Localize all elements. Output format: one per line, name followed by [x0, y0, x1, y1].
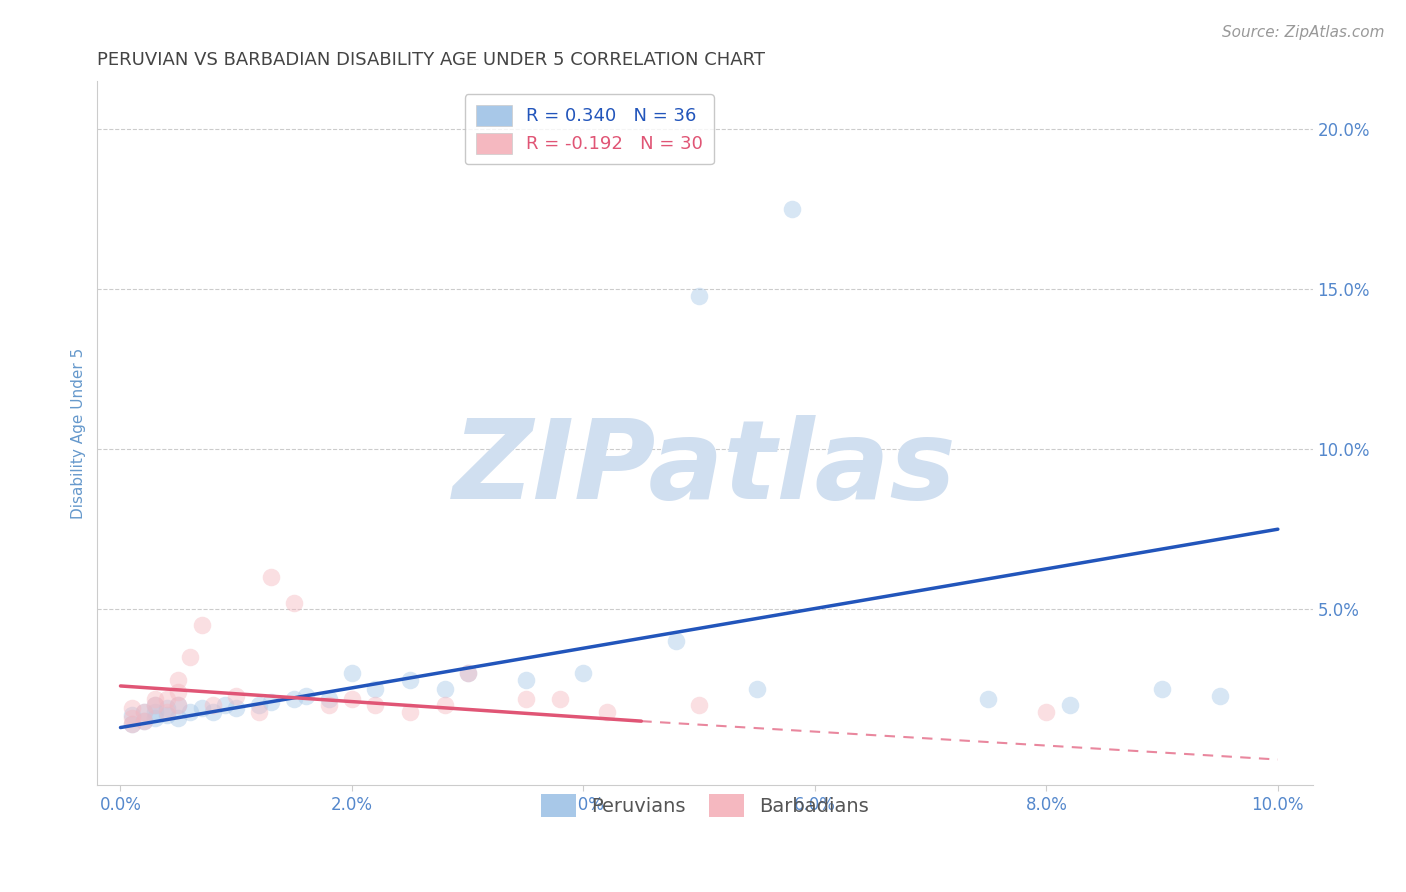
Point [143, 705, 166, 719]
Point [121, 717, 143, 731]
Legend: Peruvians, Barbadians: Peruvians, Barbadians [533, 787, 877, 825]
Point [143, 691, 166, 706]
Point [515, 691, 537, 706]
Point [1035, 705, 1057, 719]
Point [688, 288, 710, 302]
Point [457, 666, 479, 681]
Text: PERUVIAN VS BARBADIAN DISABILITY AGE UNDER 5 CORRELATION CHART: PERUVIAN VS BARBADIAN DISABILITY AGE UND… [97, 51, 765, 69]
Point [283, 691, 305, 706]
Point [340, 691, 363, 706]
Point [167, 698, 190, 713]
Point [156, 705, 179, 719]
Point [1209, 689, 1232, 703]
Point [247, 698, 270, 713]
Point [179, 650, 201, 665]
Point [225, 689, 247, 703]
Point [167, 698, 190, 713]
Point [688, 698, 710, 713]
Point [121, 707, 143, 722]
Point [132, 705, 155, 719]
Point [364, 682, 387, 697]
Point [318, 698, 340, 713]
Point [121, 711, 143, 725]
Point [515, 673, 537, 687]
Point [398, 673, 420, 687]
Point [143, 711, 166, 725]
Point [225, 701, 247, 715]
Point [121, 717, 143, 731]
Point [457, 666, 479, 681]
Point [167, 711, 190, 725]
Point [572, 666, 595, 681]
Point [202, 698, 225, 713]
Y-axis label: Disability Age Under 5: Disability Age Under 5 [72, 348, 86, 519]
Point [156, 701, 179, 715]
Point [156, 707, 179, 722]
Point [190, 701, 212, 715]
Point [433, 698, 456, 713]
Point [283, 596, 305, 610]
Point [433, 682, 456, 697]
Point [780, 202, 803, 217]
Point [132, 714, 155, 728]
Point [340, 666, 363, 681]
Point [179, 705, 201, 719]
Point [143, 698, 166, 713]
Point [143, 698, 166, 713]
Point [1152, 682, 1174, 697]
Point [214, 698, 236, 713]
Point [260, 695, 283, 709]
Point [398, 705, 420, 719]
Point [167, 685, 190, 699]
Point [132, 714, 155, 728]
Point [167, 673, 190, 687]
Point [665, 634, 688, 648]
Point [318, 691, 340, 706]
Point [132, 705, 155, 719]
Point [190, 618, 212, 632]
Point [548, 691, 571, 706]
Point [121, 701, 143, 715]
Point [202, 705, 225, 719]
Point [364, 698, 387, 713]
Text: ZIPatlas: ZIPatlas [453, 415, 957, 522]
Point [745, 682, 768, 697]
Point [1059, 698, 1081, 713]
Point [260, 570, 283, 584]
Point [156, 691, 179, 706]
Point [977, 691, 1000, 706]
Point [247, 705, 270, 719]
Point [595, 705, 617, 719]
Point [294, 689, 316, 703]
Text: Source: ZipAtlas.com: Source: ZipAtlas.com [1222, 25, 1385, 40]
